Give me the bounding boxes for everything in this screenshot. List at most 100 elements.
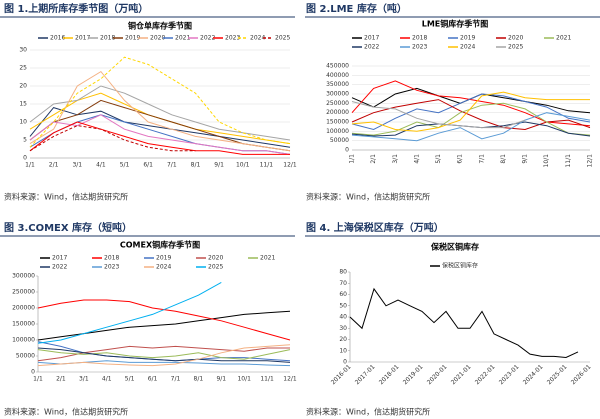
legend-label: 2017 [75, 35, 90, 42]
x-tick-label: 12/1 [283, 376, 297, 383]
legend-label: 2019 [460, 35, 475, 42]
x-tick-label: 4/1 [413, 154, 420, 164]
y-tick-label: 70 [339, 280, 347, 287]
series-line [29, 107, 291, 148]
series-line [351, 91, 590, 132]
y-tick-label: 250000 [12, 289, 35, 296]
x-tick-label: 4/1 [102, 376, 112, 383]
chart-title: 铜仓单库存季节图 [128, 21, 192, 31]
x-tick-label: 2016-01 [330, 363, 353, 386]
legend-label: 2016 [50, 35, 65, 42]
series-line [37, 345, 290, 362]
y-tick-label: 200000 [12, 305, 35, 312]
chart-title: COMEX铜库存季节图 [120, 240, 200, 250]
x-tick-label: 11/1 [565, 154, 572, 168]
legend-label: 2019 [125, 35, 140, 42]
y-tick-label: 5 [23, 137, 27, 144]
y-tick-label: 60 [339, 291, 347, 298]
caption: 图 3.COMEX 库存（短吨） [4, 221, 132, 234]
series-line [29, 114, 291, 155]
x-tick-label: 7/1 [171, 376, 181, 383]
caption: 图 1.上期所库存季节图（万吨） [4, 2, 148, 15]
legend-label: 2020 [150, 35, 165, 42]
series-line [37, 281, 222, 344]
series-line [29, 121, 290, 155]
legend-label: 2018 [104, 255, 119, 262]
x-tick-label: 2024-01 [522, 363, 545, 386]
x-tick-label: 2019-01 [402, 363, 425, 386]
series-line [37, 310, 291, 341]
y-tick-label: 10 [339, 347, 347, 354]
legend-label: 2017 [364, 35, 379, 42]
y-tick-label: 150000 [12, 321, 35, 328]
y-tick-label: 50000 [330, 137, 349, 144]
legend-label: 2024 [250, 35, 265, 42]
source: 资料来源：Wind，信达期货研究所 [306, 407, 430, 417]
y-tick-label: 150000 [326, 119, 349, 126]
x-tick-label: 6/1 [143, 162, 153, 169]
y-tick-label: 30 [19, 47, 27, 54]
legend-label: 2020 [508, 35, 523, 42]
legend-label: 2021 [260, 255, 275, 262]
series-line [29, 56, 291, 148]
y-tick-label: 25 [19, 65, 27, 72]
y-tick-label: 300000 [12, 273, 35, 280]
series-line [351, 101, 526, 129]
source: 资料来源：Wind，信达期货研究所 [4, 192, 128, 202]
caption: 图 2.LME 库存（吨） [306, 2, 407, 15]
legend-label: 2019 [156, 255, 171, 262]
source: 资料来源：Wind，信达期货研究所 [306, 192, 430, 202]
caption: 图 4. 上海保税区库存（万吨） [306, 221, 444, 234]
x-tick-label: 2020-01 [426, 363, 449, 386]
x-tick-label: 2/1 [56, 376, 66, 383]
legend-label: 2024 [460, 44, 475, 51]
y-tick-label: 15 [19, 101, 27, 108]
series-line [351, 80, 591, 127]
chart-title: LME铜库存季节图 [422, 19, 489, 29]
x-tick-label: 2023-01 [498, 363, 521, 386]
x-tick-label: 3/1 [79, 376, 89, 383]
x-tick-label: 5/1 [120, 162, 130, 169]
y-tick-label: 450000 [326, 63, 349, 70]
source: 资料来源：Wind，信达期货研究所 [4, 407, 128, 417]
x-tick-label: 5/1 [435, 154, 442, 164]
legend-label: 2025 [275, 35, 290, 42]
x-tick-label: 1/1 [25, 162, 35, 169]
x-tick-label: 10/1 [543, 154, 550, 168]
x-tick-label: 4/1 [96, 162, 106, 169]
x-tick-label: 2/1 [49, 162, 59, 169]
x-tick-label: 6/1 [457, 154, 464, 164]
legend-label: 保税区铜库存 [442, 262, 478, 270]
x-tick-label: 7/1 [478, 154, 485, 164]
legend-label: 2022 [364, 44, 379, 51]
series-line [351, 121, 591, 137]
series-line [29, 125, 196, 152]
x-tick-label: 10/1 [236, 162, 250, 169]
legend-label: 2017 [52, 255, 67, 262]
x-tick-label: 2018-01 [378, 363, 401, 386]
series-line [349, 287, 579, 359]
x-tick-label: 2/1 [370, 154, 377, 164]
y-tick-label: 400000 [326, 72, 349, 79]
legend-label: 2023 [225, 35, 240, 42]
x-tick-label: 2025-01 [546, 363, 569, 386]
x-tick-label: 10/1 [237, 376, 251, 383]
x-tick-label: 2022-01 [474, 363, 497, 386]
x-tick-label: 8/1 [194, 376, 204, 383]
series-line [351, 112, 591, 142]
y-tick-label: 30 [339, 325, 347, 332]
x-tick-label: 9/1 [216, 376, 226, 383]
x-tick-label: 2017-01 [354, 363, 377, 386]
legend-label: 2023 [104, 264, 119, 271]
x-tick-label: 1/1 [33, 376, 43, 383]
legend-label: 2024 [156, 264, 171, 271]
x-tick-label: 2021-01 [450, 363, 473, 386]
y-tick-label: 100000 [326, 128, 349, 135]
y-tick-label: 0 [345, 147, 349, 154]
series-line [29, 85, 291, 141]
legend-label: 2021 [556, 35, 571, 42]
y-tick-label: 0 [31, 369, 35, 376]
series-line [29, 114, 291, 155]
legend-label: 2022 [200, 35, 215, 42]
